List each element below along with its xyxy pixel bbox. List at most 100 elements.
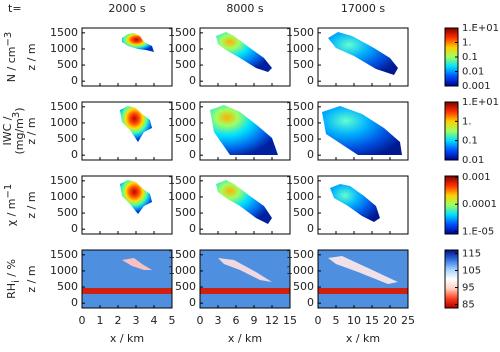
x-tick-label: 3: [133, 314, 140, 327]
z-tick-label: 1000: [168, 42, 196, 55]
z-tick-label: 500: [175, 58, 196, 71]
x-tick-label: 2: [115, 314, 122, 327]
x-tick-label: 0: [315, 314, 322, 327]
panel-frame: [199, 27, 291, 87]
panel-frame: [199, 175, 291, 235]
field: [200, 250, 290, 308]
z-tick-label: 0: [71, 222, 78, 235]
field: [210, 105, 278, 155]
field: [82, 250, 172, 308]
colorbar-tick-label: 1.E+01: [462, 97, 499, 108]
label-text: ): [13, 107, 26, 111]
field-band: [318, 288, 408, 294]
colorbar-tick-label: 0.1: [462, 52, 478, 63]
label-sup: −1: [3, 184, 14, 199]
label-text: N / cm: [5, 47, 18, 83]
panel: 0 500 1000 1500: [286, 26, 409, 87]
z-tick-label: 1000: [50, 116, 78, 129]
colorbar-tick-label: 1.: [462, 116, 472, 127]
colorbar: [444, 175, 459, 235]
row-label: N / cm−3: [3, 32, 18, 82]
column-title: 8000 s: [226, 2, 263, 15]
x-tick-label: 25: [401, 314, 415, 327]
z-tick-label: 500: [175, 206, 196, 219]
z-tick-label: 0: [189, 74, 196, 87]
z-axis-label: z / m: [25, 265, 38, 292]
panel-frame: [199, 101, 291, 161]
colorbar-tick-label: 95: [462, 283, 475, 294]
field: [322, 106, 402, 155]
z-tick-label: 500: [175, 132, 196, 145]
colorbar-tick-label: 115: [462, 248, 481, 259]
z-tick-label: 1500: [50, 100, 78, 113]
label-text: χ / m: [5, 198, 18, 226]
field: [120, 180, 152, 214]
colorbar-tick-label: 0.01: [462, 67, 484, 78]
colorbar-tick-label: 0.0001: [462, 199, 497, 210]
z-tick-label: 500: [293, 58, 314, 71]
z-axis-label: z / m: [25, 191, 38, 218]
z-tick-label: 0: [189, 296, 196, 309]
x-tick-label: 1: [97, 314, 104, 327]
z-tick-label: 0: [189, 148, 196, 161]
colorbar-tick-label: 0.01: [462, 155, 484, 166]
z-tick-label: 0: [307, 222, 314, 235]
z-axis-label: z / m: [25, 43, 38, 70]
z-tick-label: 1500: [286, 174, 314, 187]
colorbar-tick-label: 105: [462, 265, 481, 276]
row-label: χ / m−1: [3, 184, 18, 227]
z-tick-label: 500: [57, 58, 78, 71]
x-tick-label: 10: [347, 314, 361, 327]
z-tick-label: 0: [71, 74, 78, 87]
x-axis-label: x / km: [346, 332, 380, 345]
z-tick-label: 1000: [286, 116, 314, 129]
panel: 0 500 1000 1500: [50, 100, 173, 161]
z-tick-label: 0: [71, 296, 78, 309]
panel: 0 500 1000 1500: [168, 26, 291, 87]
field: [122, 258, 152, 270]
colorbar-tick-label: 0.001: [462, 172, 491, 183]
z-tick-label: 1000: [168, 264, 196, 277]
colorbar: [444, 101, 459, 161]
panel: 0 500 1000 1500: [168, 100, 291, 161]
panel-frame: [317, 101, 409, 161]
z-tick-label: 500: [293, 132, 314, 145]
panel-frame: [81, 101, 173, 161]
x-axis-label: x / km: [110, 332, 144, 345]
x-tick-label: 15: [283, 314, 297, 327]
panel-frame: [317, 27, 409, 87]
x-tick-label: 9: [251, 314, 258, 327]
field: [328, 32, 398, 75]
z-tick-label: 1000: [286, 42, 314, 55]
label-text: RH: [5, 283, 18, 299]
field: [330, 184, 380, 222]
z-tick-label: 500: [57, 132, 78, 145]
panel: 0 500 1000 1500: [168, 174, 291, 235]
x-tick-label: 5: [169, 314, 176, 327]
row-label: RHi / %: [5, 259, 22, 299]
z-tick-label: 500: [293, 280, 314, 293]
label-sup: 3: [11, 112, 22, 118]
z-tick-label: 500: [175, 280, 196, 293]
field: [216, 180, 272, 224]
panel: 0 500 1000 1500: [50, 174, 173, 235]
x-tick-label: 0: [79, 314, 86, 327]
x-tick-label: 20: [383, 314, 397, 327]
z-axis-label: z / m: [25, 117, 38, 144]
z-tick-label: 1500: [286, 100, 314, 113]
field: [328, 256, 398, 284]
z-tick-label: 1500: [50, 26, 78, 39]
colorbar: [444, 249, 459, 309]
z-tick-label: 500: [57, 280, 78, 293]
label-sub: i: [11, 280, 22, 283]
label-text: / %: [5, 259, 18, 280]
colorbar-tick-label: 85: [462, 300, 475, 311]
x-tick-label: 3: [215, 314, 222, 327]
z-tick-label: 1500: [168, 174, 196, 187]
z-tick-label: 1500: [168, 100, 196, 113]
panel: 0 500 1000 1500: [286, 174, 409, 235]
z-tick-label: 1500: [168, 248, 196, 261]
